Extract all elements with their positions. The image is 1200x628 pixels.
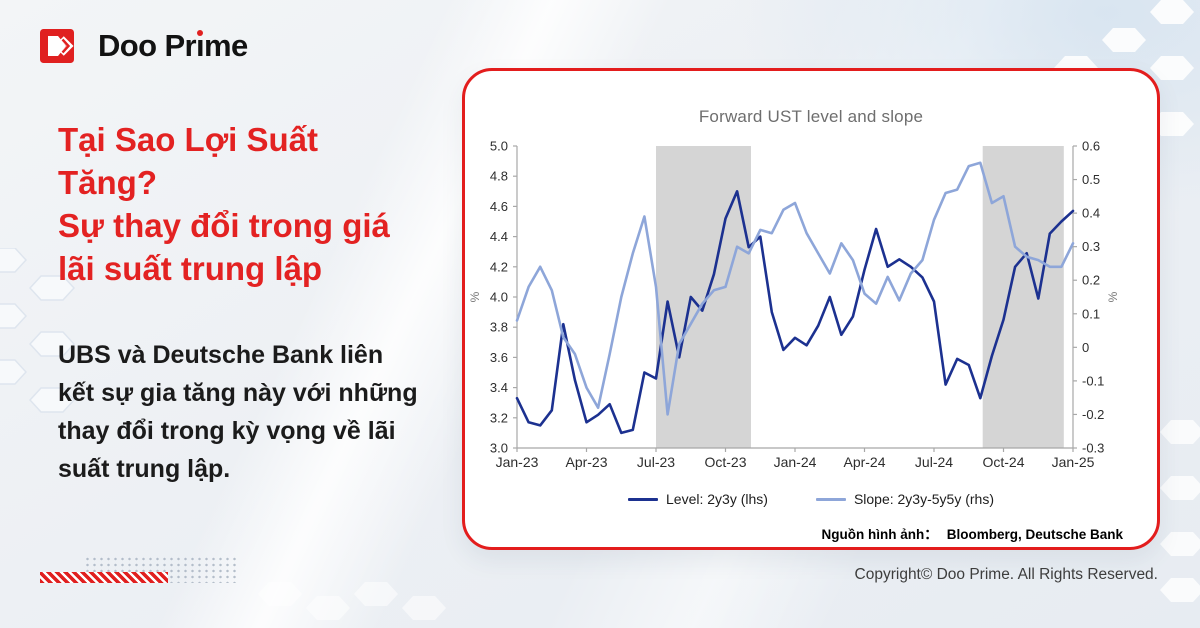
chart-card: Forward UST level and slope 5.0 4.8 4.6 4.4… — [462, 68, 1160, 550]
svg-text:3.0: 3.0 — [490, 441, 508, 456]
legend-swatch-slope — [815, 497, 846, 501]
svg-text:3.8: 3.8 — [490, 320, 508, 335]
legend-label-slope: Slope: 2y3y-5y5y (rhs) — [853, 491, 994, 507]
chart-legend: Level: 2y3y (lhs) Slope: 2y3y-5y5y (rhs) — [465, 491, 1157, 507]
brand-name-i-dot: ı — [196, 28, 205, 63]
svg-text:4.2: 4.2 — [490, 259, 508, 274]
svg-text:Jan-23: Jan-23 — [496, 454, 539, 470]
svg-text:-0.2: -0.2 — [1082, 407, 1104, 422]
image-source-note: Nguồn hình ảnh： Bloomberg, Deutsche Bank — [821, 523, 1123, 543]
svg-text:0.1: 0.1 — [1082, 306, 1100, 321]
svg-text:3.4: 3.4 — [490, 380, 508, 395]
legend-item-level: Level: 2y3y (lhs) — [628, 491, 768, 507]
source-label: Nguồn hình ảnh： — [821, 527, 938, 542]
brand-name-part: me — [204, 28, 248, 63]
brand-name: Doo Prıme — [98, 28, 248, 64]
svg-text:Jan-25: Jan-25 — [1052, 454, 1095, 470]
brand-name-part: Doo Pr — [98, 28, 197, 63]
subheadline-text: UBS và Deutsche Bank liên kết sự gia tăn… — [58, 341, 418, 483]
svg-text:3.6: 3.6 — [490, 350, 508, 365]
svg-text:%: % — [468, 291, 482, 302]
legend-label-level: Level: 2y3y (lhs) — [666, 491, 768, 507]
svg-text:4.4: 4.4 — [490, 229, 508, 244]
svg-text:4.8: 4.8 — [490, 169, 508, 184]
svg-text:-0.1: -0.1 — [1082, 373, 1104, 388]
hexagon-pattern-bottom — [258, 582, 446, 620]
chart-title: Forward UST level and slope — [698, 107, 924, 126]
svg-text:0.6: 0.6 — [1082, 139, 1100, 154]
svg-text:Apr-24: Apr-24 — [843, 454, 885, 470]
svg-text:Oct-23: Oct-23 — [704, 454, 746, 470]
svg-text:%: % — [1106, 291, 1120, 302]
svg-text:5.0: 5.0 — [490, 139, 508, 154]
svg-text:-0.3: -0.3 — [1082, 441, 1104, 456]
svg-text:Jul-24: Jul-24 — [915, 454, 953, 470]
svg-text:Apr-23: Apr-23 — [565, 454, 607, 470]
svg-text:0.3: 0.3 — [1082, 239, 1100, 254]
doo-prime-logo-icon — [40, 29, 74, 63]
red-striped-bar-decoration — [40, 572, 168, 583]
svg-text:Jul-23: Jul-23 — [637, 454, 675, 470]
svg-text:0.4: 0.4 — [1082, 206, 1100, 221]
legend-item-slope: Slope: 2y3y-5y5y (rhs) — [815, 491, 994, 507]
brand-logo: Doo Prıme — [40, 26, 248, 66]
svg-text:4.0: 4.0 — [490, 290, 508, 305]
svg-text:0: 0 — [1082, 340, 1089, 355]
headline: Tại Sao Lợi Suất Tăng? Sự thay đổi trong… — [58, 121, 390, 287]
copyright-text: Copyright© Doo Prime. All Rights Reserve… — [854, 566, 1158, 583]
svg-text:3.2: 3.2 — [490, 410, 508, 425]
legend-swatch-level — [628, 497, 658, 501]
svg-text:Oct-24: Oct-24 — [982, 454, 1024, 470]
chart-plot: 5.0 4.8 4.6 4.4 4.2 4.0 3.8 3.6 3.4 3.2 3.0 0.6 0.5 0… — [468, 139, 1120, 471]
svg-text:0.2: 0.2 — [1082, 273, 1100, 288]
svg-text:Jan-24: Jan-24 — [774, 454, 817, 470]
svg-text:0.5: 0.5 — [1082, 172, 1100, 187]
source-value: Bloomberg, Deutsche Bank — [946, 527, 1123, 542]
svg-text:4.6: 4.6 — [490, 199, 508, 214]
